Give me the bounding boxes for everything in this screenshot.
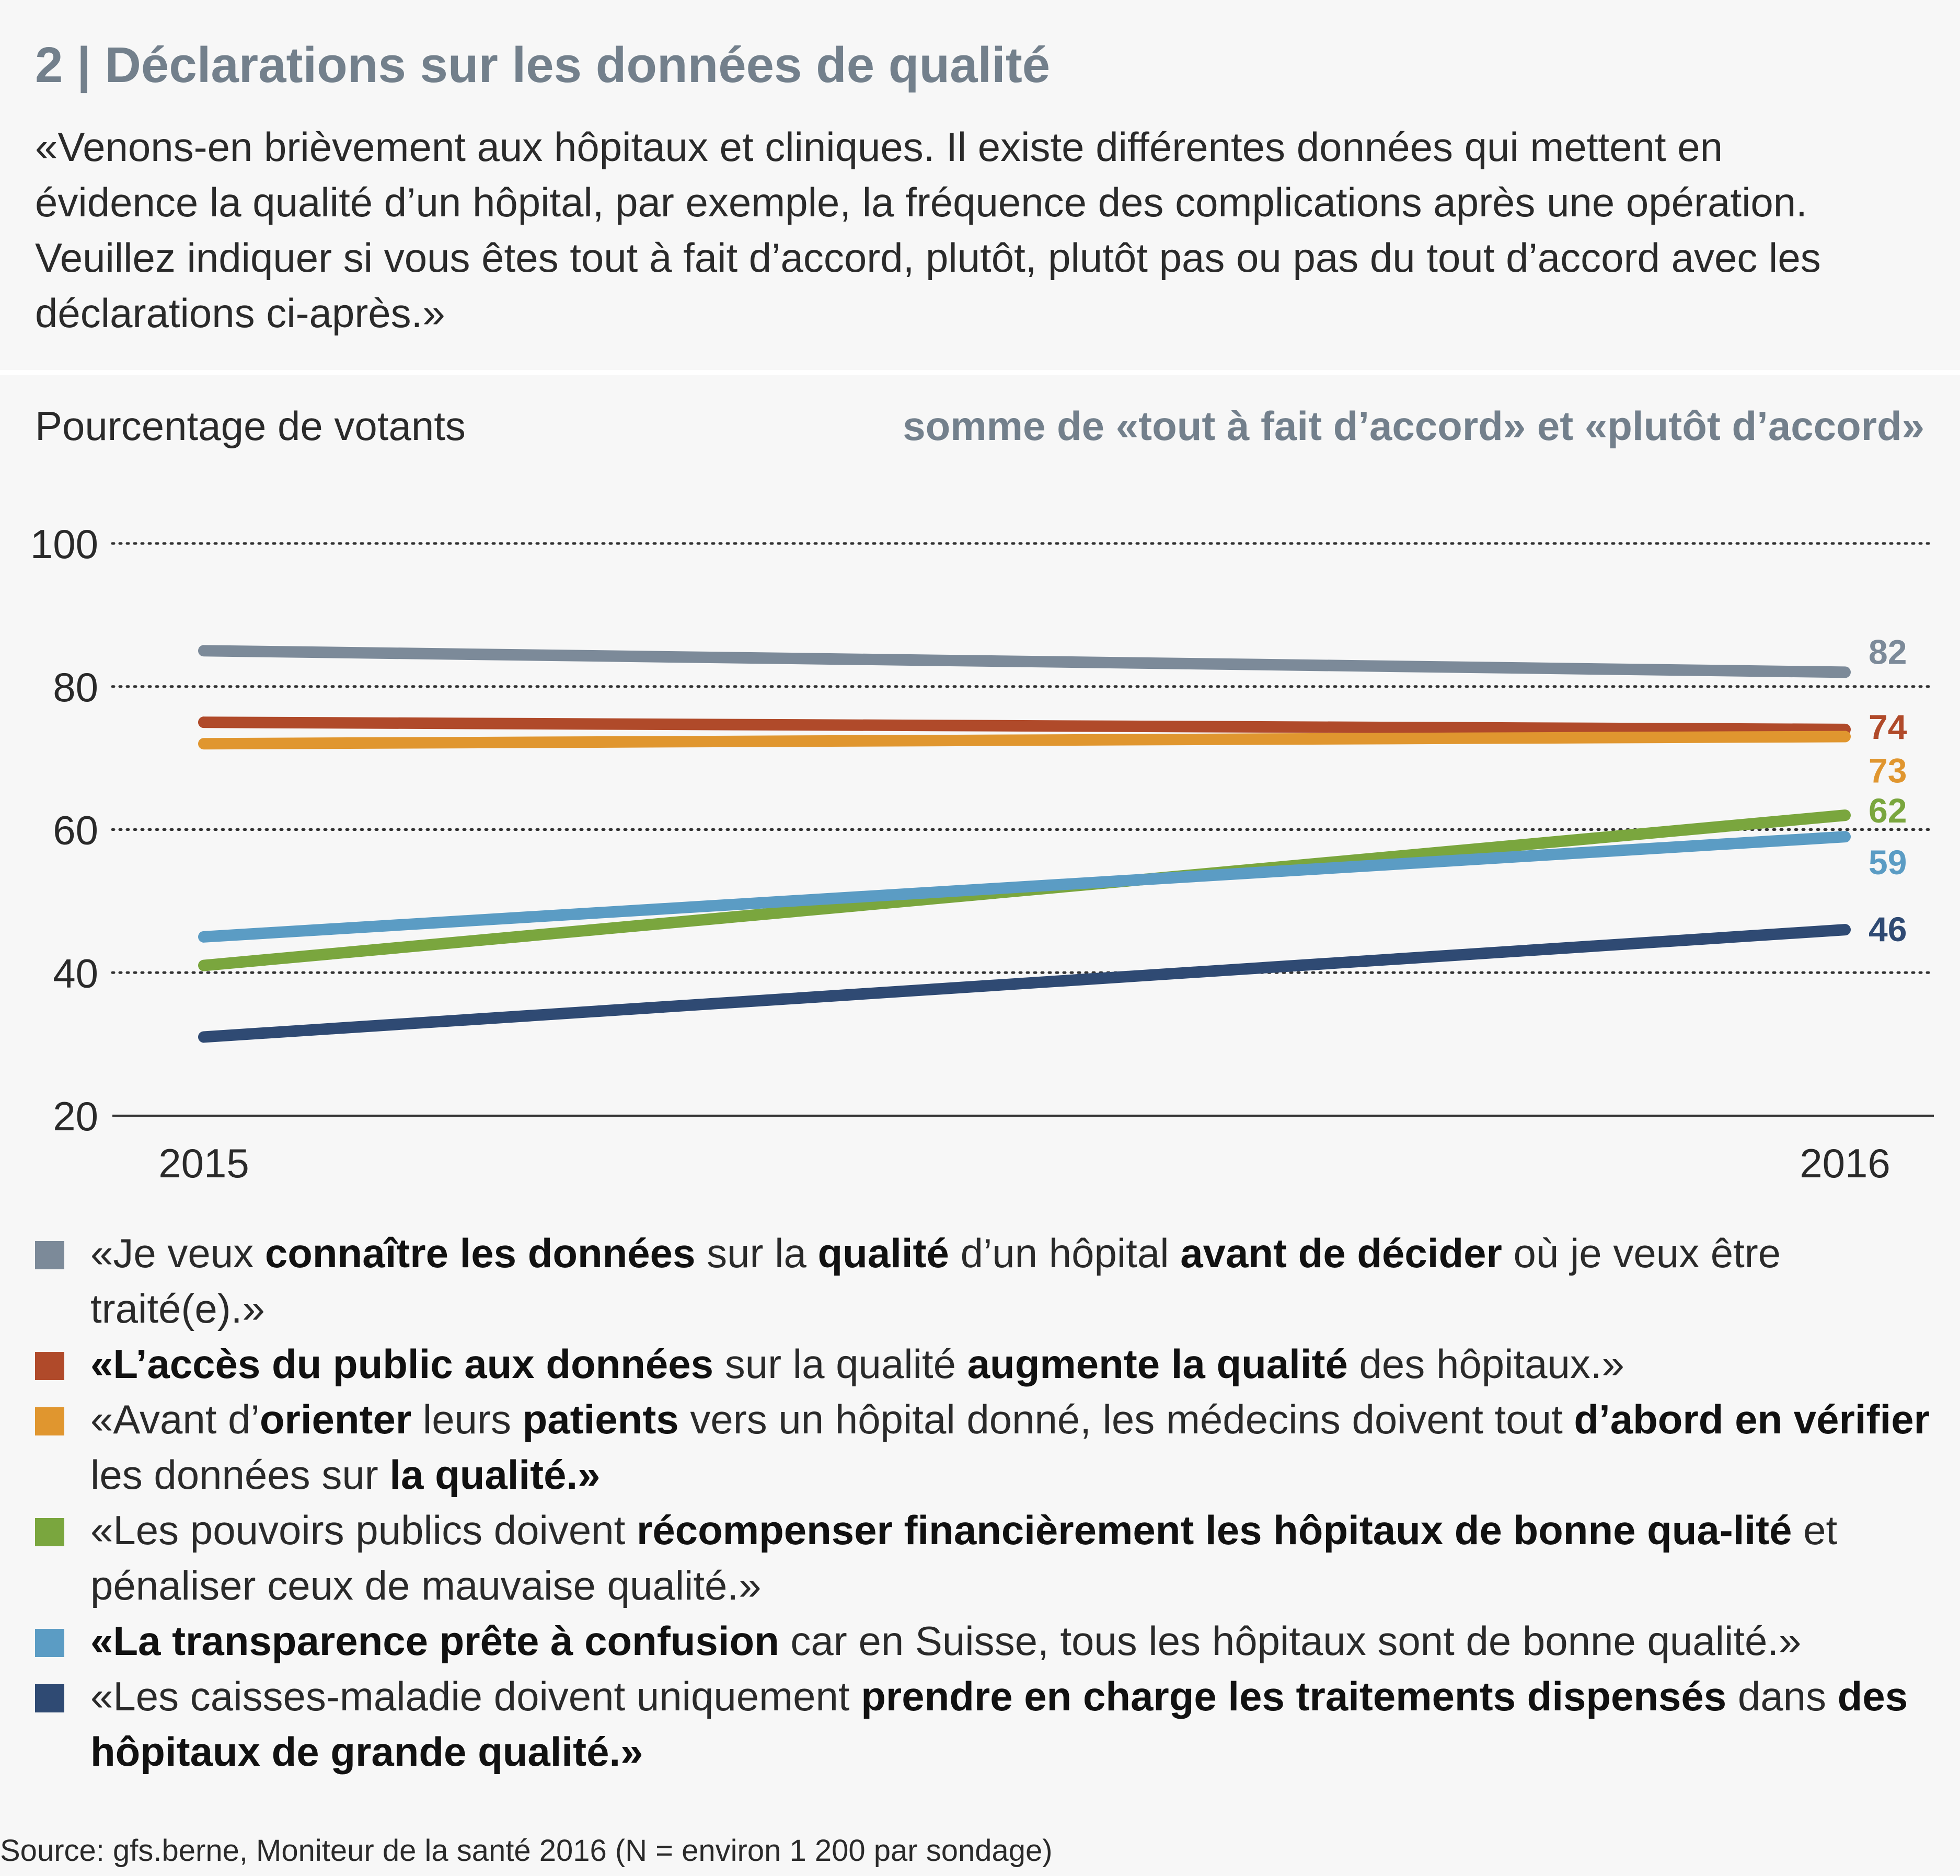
legend-text: «Les pouvoirs publics doivent bbox=[90, 1507, 637, 1553]
series-line bbox=[198, 731, 1851, 750]
legend-text: patients bbox=[522, 1396, 679, 1442]
legend-text: «L’accès du public aux données bbox=[90, 1341, 714, 1387]
series-line bbox=[198, 924, 1851, 1043]
legend-text: orienter bbox=[259, 1396, 412, 1442]
y-axis-caption: Pourcentage de votants bbox=[35, 403, 466, 449]
legend-text: et pénaliser ceux de mauvaise qualité.» bbox=[90, 1507, 1838, 1608]
legend-text: prendre en charge les traitements dispen… bbox=[861, 1673, 1727, 1719]
legend-text: «Avant d’ bbox=[90, 1396, 260, 1442]
series-end-label: 73 bbox=[1869, 751, 1907, 790]
legend-item: «Les caisses-maladie doivent uniquement … bbox=[35, 1669, 1938, 1779]
legend-swatch bbox=[35, 1684, 64, 1712]
series-end-label: 74 bbox=[1869, 708, 1907, 746]
legend-text: car en Suisse, tous les hôpitaux sont de… bbox=[779, 1618, 1802, 1664]
legend-text: connaître les données bbox=[264, 1230, 696, 1276]
legend-item: «Je veux connaître les données sur la qu… bbox=[35, 1225, 1938, 1336]
legend-text: d’un hôpital bbox=[949, 1230, 1181, 1276]
legend-text: «Les caisses-maladie doivent uniquement bbox=[90, 1673, 861, 1719]
page-title: 2 | Déclarations sur les données de qual… bbox=[35, 37, 1051, 93]
legend-item: «L’accès du public aux données sur la qu… bbox=[35, 1336, 1938, 1392]
x-tick-label: 2015 bbox=[158, 1140, 249, 1186]
y-tick-label: 60 bbox=[53, 807, 98, 853]
legend-text: qualité bbox=[817, 1230, 949, 1276]
legend-text: avant de décider bbox=[1180, 1230, 1502, 1276]
series-end-label: 59 bbox=[1869, 843, 1907, 882]
legend-item: «Avant d’orienter leurs patients vers un… bbox=[35, 1392, 1938, 1502]
series-line bbox=[198, 645, 1851, 678]
intro-question: «Venons-en brièvement aux hôpitaux et cl… bbox=[35, 124, 1821, 336]
legend-text: les données sur bbox=[90, 1452, 390, 1498]
x-tick-label: 2016 bbox=[1800, 1140, 1890, 1186]
legend-text: augmente la qualité bbox=[967, 1341, 1348, 1387]
legend-text: vers un hôpital donné, les médecins doiv… bbox=[678, 1396, 1574, 1442]
legend-item: «Les pouvoirs publics doivent récompense… bbox=[35, 1502, 1938, 1613]
legend-text: des hôpitaux de grande qualité.» bbox=[90, 1673, 1908, 1775]
legend-swatch bbox=[35, 1352, 64, 1380]
legend-swatch bbox=[35, 1518, 64, 1546]
legend-swatch bbox=[35, 1241, 64, 1269]
legend-text: sur la bbox=[695, 1230, 818, 1276]
y-tick-label: 80 bbox=[53, 664, 98, 710]
legend-text: «Je veux bbox=[90, 1230, 265, 1276]
legend-text: la qualité.» bbox=[389, 1452, 601, 1498]
y-tick-label: 100 bbox=[30, 521, 98, 567]
legend-text: des hôpitaux.» bbox=[1347, 1341, 1624, 1387]
legend-text: dans bbox=[1726, 1673, 1838, 1719]
y-tick-label: 40 bbox=[53, 950, 98, 996]
legend-text: où je veux être traité(e).» bbox=[90, 1230, 1781, 1331]
series-end-label: 46 bbox=[1869, 910, 1907, 948]
y-tick-label: 20 bbox=[53, 1093, 98, 1139]
chart-subtitle: somme de «tout à fait d’accord» et «plut… bbox=[903, 403, 1924, 449]
legend-text: sur la qualité bbox=[713, 1341, 967, 1387]
series-end-label: 62 bbox=[1869, 791, 1907, 830]
legend-swatch bbox=[35, 1407, 64, 1435]
header-block bbox=[0, 0, 1960, 366]
divider bbox=[0, 370, 1960, 375]
legend-swatch bbox=[35, 1629, 64, 1657]
legend-text: leurs bbox=[411, 1396, 523, 1442]
legend: «Je veux connaître les données sur la qu… bbox=[35, 1225, 1938, 1779]
series-line bbox=[198, 716, 1851, 735]
legend-text: «La transparence prête à confusion bbox=[90, 1618, 779, 1664]
source-note: Source: gfs.berne, Moniteur de la santé … bbox=[0, 1834, 1053, 1868]
series-end-label: 82 bbox=[1869, 632, 1907, 671]
series-line bbox=[198, 831, 1851, 943]
legend-text: récompenser financièrement les hôpitaux … bbox=[636, 1507, 1792, 1553]
legend-item: «La transparence prête à confusion car e… bbox=[35, 1613, 1938, 1669]
legend-text: d’abord en vérifier bbox=[1574, 1396, 1930, 1442]
